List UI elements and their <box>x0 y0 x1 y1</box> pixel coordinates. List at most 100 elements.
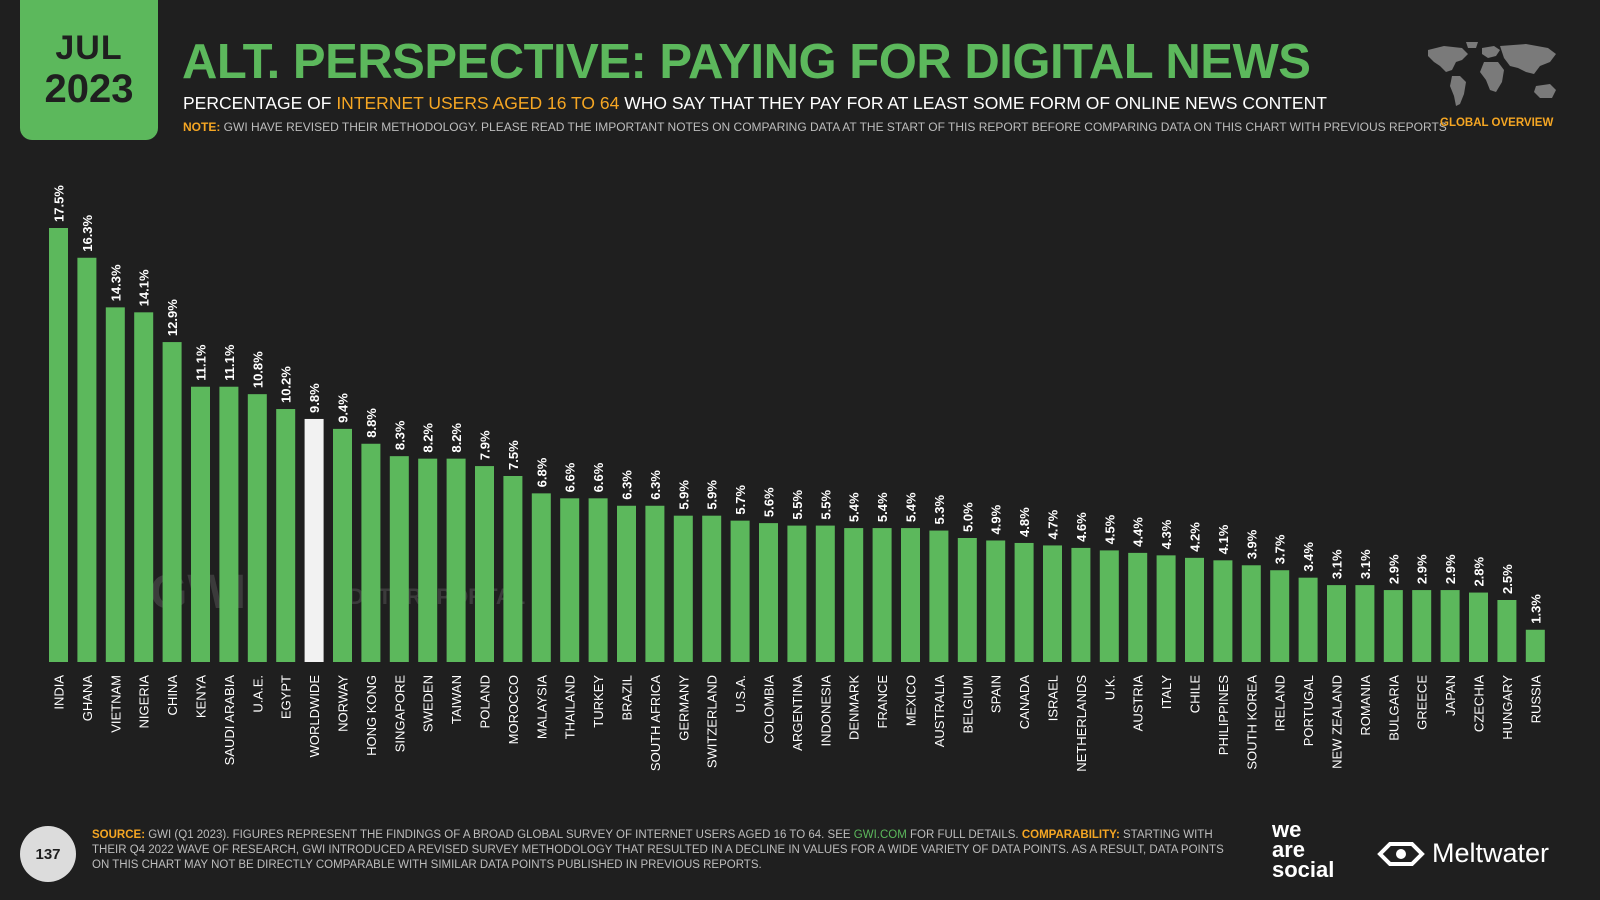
bar-u-s-a- <box>730 520 750 662</box>
value-label: 7.5% <box>506 440 521 470</box>
category-label: RUSSIA <box>1528 675 1543 724</box>
category-label: ITALY <box>1159 675 1174 710</box>
category-label: SPAIN <box>989 675 1004 713</box>
logo-word-are: are <box>1272 837 1306 862</box>
category-label: CHINA <box>165 675 180 716</box>
category-label: HONG KONG <box>364 675 379 756</box>
source-link[interactable]: GWI.COM <box>853 829 907 841</box>
value-label: 5.6% <box>762 487 777 517</box>
bar-portugal <box>1298 577 1318 662</box>
category-label: BULGARIA <box>1386 675 1401 741</box>
category-label: U.K. <box>1102 675 1117 700</box>
bar-netherlands <box>1071 547 1091 662</box>
meltwater-logo: Meltwater <box>1376 838 1549 869</box>
category-label: NIGERIA <box>137 675 152 729</box>
value-label: 14.3% <box>108 264 123 301</box>
bar-chart: 17.5% INDIA 16.3% GHANA 14.3% VIETNAM 14.1% NIG… <box>49 185 1545 772</box>
bar-russia <box>1525 629 1545 662</box>
category-label: TURKEY <box>591 675 606 728</box>
value-label: 6.3% <box>620 470 635 500</box>
category-label: SAUDI ARABIA <box>222 675 237 766</box>
bar-ireland <box>1270 570 1290 662</box>
bar-kenya <box>191 386 210 662</box>
category-label: ROMANIA <box>1358 675 1373 736</box>
category-label: PORTUGAL <box>1301 675 1316 746</box>
comparability-text: STARTING WITH THEIR Q4 2022 WAVE OF RESE… <box>92 829 1224 871</box>
value-label: 8.2% <box>421 423 436 453</box>
category-label: BELGIUM <box>960 675 975 734</box>
bar-poland <box>475 466 494 662</box>
category-label: CHILE <box>1188 675 1203 714</box>
category-label: INDIA <box>52 675 67 710</box>
value-label: 3.1% <box>1330 549 1345 579</box>
category-label: NEW ZEALAND <box>1330 675 1345 769</box>
value-label: 5.4% <box>875 492 890 522</box>
value-label: 1.3% <box>1528 594 1543 624</box>
value-label: 5.7% <box>733 485 748 515</box>
category-label: DENMARK <box>847 675 862 740</box>
category-label: SOUTH AFRICA <box>648 675 663 771</box>
bar-u-k- <box>1099 550 1119 662</box>
we-are-social-logo: we are social <box>1272 819 1334 881</box>
category-label: JAPAN <box>1443 675 1458 716</box>
category-label: HUNGARY <box>1500 675 1515 740</box>
value-label: 9.8% <box>307 383 322 413</box>
note-text: GWI HAVE REVISED THEIR METHODOLOGY. PLEA… <box>220 120 1447 134</box>
bar-spain <box>986 540 1006 662</box>
meltwater-text: Meltwater <box>1432 838 1550 868</box>
bar-romania <box>1355 585 1375 662</box>
methodology-note: NOTE: GWI HAVE REVISED THEIR METHODOLOGY… <box>183 120 1447 134</box>
value-label: 4.6% <box>1074 512 1089 542</box>
bar-canada <box>1014 542 1034 662</box>
category-label: GREECE <box>1415 675 1430 730</box>
category-label: MOROCCO <box>506 675 521 744</box>
bar-south-korea <box>1241 565 1261 662</box>
value-label: 6.6% <box>563 462 578 492</box>
bar-vietnam <box>105 307 125 662</box>
value-label: 5.5% <box>790 490 805 520</box>
value-label: 5.9% <box>705 480 720 510</box>
bar-india <box>49 228 68 662</box>
bar-france <box>872 528 892 662</box>
bar-worldwide <box>304 418 324 662</box>
value-label: 4.7% <box>1046 509 1061 539</box>
category-label: AUSTRIA <box>1131 675 1146 732</box>
bar-malaysia <box>531 493 551 662</box>
value-label: 5.0% <box>960 502 975 532</box>
note-label: NOTE: <box>183 120 221 134</box>
bar-saudi-arabia <box>219 386 239 662</box>
bar-austria <box>1128 552 1148 662</box>
badge-month: JUL <box>55 29 123 67</box>
category-label: SWEDEN <box>421 675 436 732</box>
bar-germany <box>673 515 693 662</box>
bar-singapore <box>389 456 409 662</box>
bar-south-africa <box>645 505 665 662</box>
comparability-label: COMPARABILITY: <box>1021 829 1120 841</box>
value-label: 12.9% <box>165 299 180 336</box>
value-label: 5.3% <box>932 494 947 524</box>
value-label: 4.2% <box>1188 522 1203 552</box>
value-label: 14.1% <box>137 269 152 306</box>
category-label: FRANCE <box>875 675 890 729</box>
category-label: ARGENTINA <box>790 675 805 751</box>
value-label: 4.5% <box>1102 514 1117 544</box>
value-label: 17.5% <box>52 185 67 222</box>
category-label: INDONESIA <box>818 675 833 747</box>
bar-israel <box>1043 545 1062 662</box>
bar-mexico <box>901 528 920 662</box>
category-label: THAILAND <box>563 675 578 739</box>
category-label: POLAND <box>478 675 493 728</box>
bar-ghana <box>77 257 97 662</box>
value-label: 3.1% <box>1358 549 1373 579</box>
category-label: U.S.A. <box>733 675 748 713</box>
subtitle: PERCENTAGE OF INTERNET USERS AGED 16 TO … <box>183 93 1327 114</box>
category-label: AUSTRALIA <box>932 675 947 748</box>
value-label: 3.7% <box>1273 534 1288 564</box>
category-label: VIETNAM <box>108 675 123 733</box>
value-label: 5.5% <box>818 490 833 520</box>
bar-indonesia <box>815 525 835 662</box>
value-label: 8.8% <box>364 408 379 438</box>
value-label: 8.3% <box>392 420 407 450</box>
value-label: 8.2% <box>449 423 464 453</box>
category-label: GERMANY <box>676 675 691 741</box>
